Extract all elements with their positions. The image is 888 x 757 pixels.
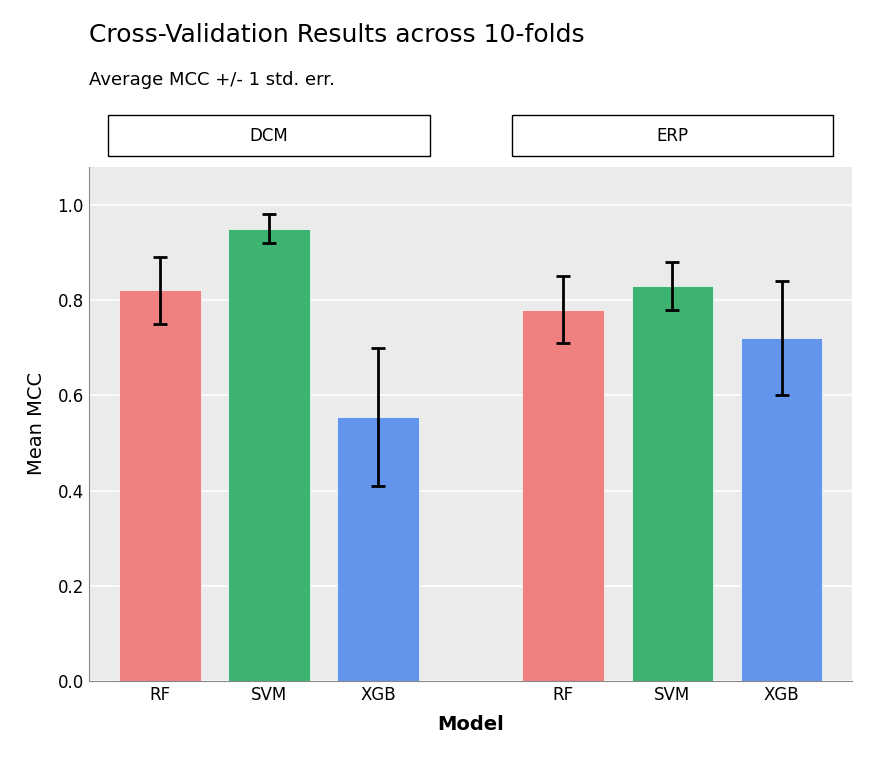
- Text: Average MCC +/- 1 std. err.: Average MCC +/- 1 std. err.: [89, 70, 335, 89]
- Y-axis label: Mean MCC: Mean MCC: [28, 372, 46, 475]
- X-axis label: Model: Model: [437, 715, 504, 734]
- Bar: [522, 310, 604, 681]
- Bar: [337, 417, 419, 681]
- Text: ERP: ERP: [656, 126, 688, 145]
- Bar: [108, 115, 430, 156]
- Text: Cross-Validation Results across 10-folds: Cross-Validation Results across 10-folds: [89, 23, 584, 47]
- Bar: [511, 115, 833, 156]
- Text: DCM: DCM: [250, 126, 289, 145]
- Bar: [741, 338, 822, 681]
- Bar: [631, 285, 713, 681]
- Bar: [228, 229, 310, 681]
- Bar: [119, 291, 201, 681]
